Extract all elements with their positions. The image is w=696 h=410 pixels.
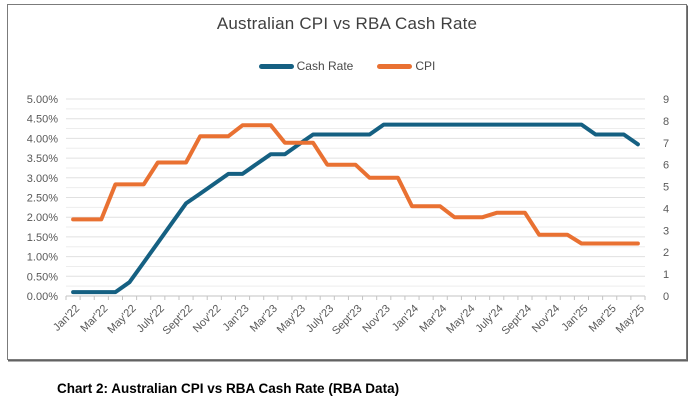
y-axis-label-right: 1 <box>663 269 669 281</box>
y-axis-label-right: 0 <box>663 291 669 303</box>
x-axis-label: Jan'23 <box>220 303 251 334</box>
y-axis-label-right: 8 <box>663 116 669 128</box>
y-axis-label-left: 4.50% <box>27 114 58 126</box>
x-axis-label: May'25 <box>614 303 647 336</box>
x-axis-label: Mar'24 <box>417 303 449 335</box>
y-axis-label-right: 3 <box>663 225 669 237</box>
y-axis-label-left: 2.50% <box>27 193 58 205</box>
figure-caption: Chart 2: Australian CPI vs RBA Cash Rate… <box>57 381 400 396</box>
chart-title: Australian CPI vs RBA Cash Rate <box>216 14 478 33</box>
series-line-cash-rate <box>71 122 640 295</box>
y-axis-label-left: 2.00% <box>27 212 58 224</box>
x-axis-label: Sept'22 <box>161 303 196 338</box>
x-axis-label: Nov'22 <box>191 303 223 335</box>
x-axis-label: Sept'23 <box>330 303 365 338</box>
series-line-cpi <box>71 123 640 246</box>
dual-axis-line-chart: 0.00% 0.50% 1.00% 1.50% 2.00% 2.50% 3.00% 3.50%… <box>27 94 669 338</box>
x-axis-label: Sept'24 <box>499 303 534 338</box>
x-axis-label: May'24 <box>444 303 477 336</box>
y-axis-label-right: 6 <box>663 160 669 172</box>
chart-panel <box>7 4 687 360</box>
x-axis-label: Nov'23 <box>360 303 392 335</box>
legend-label-cash-rate: Cash Rate <box>296 59 354 73</box>
legend-item-cash-rate: Cash Rate <box>258 59 354 73</box>
x-axis-label: May'22 <box>105 303 138 336</box>
x-axis-label: Mar'22 <box>78 303 110 335</box>
x-axis-label: May'23 <box>275 303 308 336</box>
legend-item-cpi: CPI <box>377 59 435 73</box>
y-axis-label-left: 0.50% <box>27 271 58 283</box>
y-axis-label-right: 4 <box>663 203 669 215</box>
cpi-line-swatch <box>377 63 413 69</box>
y-axis-label-left: 5.00% <box>27 94 58 106</box>
y-axis-label-left: 3.50% <box>27 153 58 165</box>
y-axis-label-left: 1.00% <box>27 252 58 264</box>
x-axis-label: Jan'25 <box>559 303 590 334</box>
x-axis-label: Jan'24 <box>390 303 421 334</box>
chart-legend: Cash Rate CPI <box>7 59 687 73</box>
y-axis-label-left: 3.00% <box>27 173 58 185</box>
y-axis-label-right: 2 <box>663 247 669 259</box>
y-axis-label-right: 9 <box>663 94 669 106</box>
y-axis-label-left: 1.50% <box>27 232 58 244</box>
x-axis-label: Mar'25 <box>587 303 619 335</box>
legend-label-cpi: CPI <box>415 59 436 73</box>
cash-rate-line-swatch <box>258 63 294 69</box>
y-axis-label-left: 0.00% <box>27 291 58 303</box>
y-axis-label-left: 4.00% <box>27 133 58 145</box>
y-axis-label-right: 5 <box>663 182 669 194</box>
x-axis-label: Nov'24 <box>530 303 562 335</box>
x-axis-label: Jan'22 <box>51 303 82 334</box>
x-axis-label: Mar'23 <box>248 303 280 335</box>
y-axis-label-right: 7 <box>663 138 669 150</box>
